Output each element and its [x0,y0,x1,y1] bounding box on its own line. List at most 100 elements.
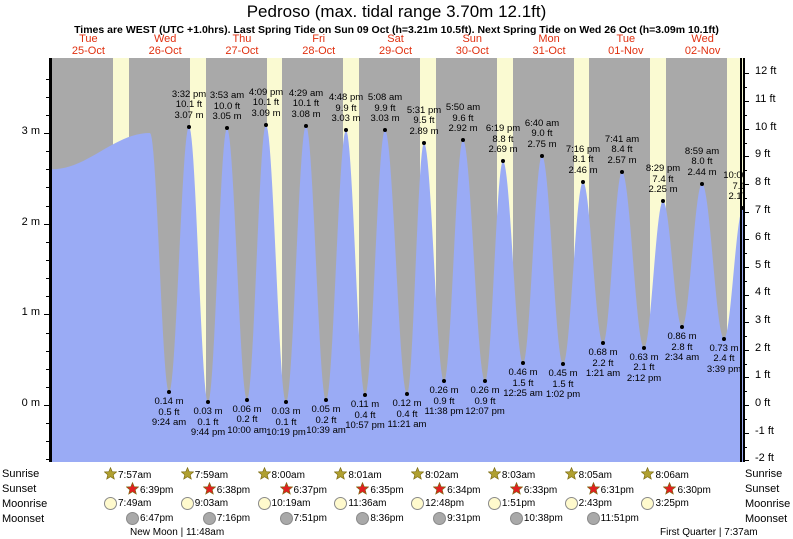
moonset-circle-icon [586,512,600,525]
tide-height-m: 0.12 m [392,398,422,410]
low-tide-dot [442,379,446,384]
moon-phase-time: 7:37am [724,527,758,538]
tide-height-m: 0.86 m [667,331,697,343]
tide-time: 7:16 pm [565,143,601,155]
tide-time: 12:07 pm [465,406,505,418]
tide-time: 3:53 am [209,90,245,102]
tide-height-ft: 0.4 ft [396,408,418,420]
high-tide-dot [700,181,704,186]
y-tick-right-0.5 [743,391,747,393]
moonrise-circle-icon [487,497,501,510]
sunrise-star-icon [564,466,579,483]
event-time: 7:16pm [216,513,251,524]
event-time: 8:02am [425,469,459,481]
row-label-sunset-l: Sunset [2,483,37,495]
sunset-event-1: 6:39pm [125,481,174,498]
day-header-8: Tue 01-Nov [588,33,664,57]
moonrise-event-6: 1:51pm [487,497,535,510]
day-header-5: Sat 29-Oct [358,33,434,57]
day-of-week: Tue [616,33,636,45]
sunset-star-icon [355,481,370,498]
tide-time: 10:00 am [227,424,267,436]
y-tick-left-3.6 [46,78,50,80]
sunset-event-8: 6:30pm [663,481,711,498]
tide-height-ft: 0.9 ft [474,395,496,407]
high-tide-dot [225,126,229,131]
tide-height-m: 0.03 m [193,406,223,418]
tide-height-m: 0.45 m [548,368,578,380]
tide-time: 6:19 pm [485,123,521,135]
y-tick-left-0.4 [46,368,50,370]
sunset-event-5: 6:34pm [432,481,481,498]
low-tide-label: 0.12 m 0.4 ft 11:21 am [388,399,427,431]
y-axis-label-right-11: 11 ft [755,93,776,105]
low-tide-dot [284,400,288,405]
tide-height-m: 3.05 m [212,111,242,123]
moonrise-event-4: 11:36am [334,497,387,510]
tide-height-m: 0.11 m [350,399,380,411]
moonrise-event-1: 7:49am [104,497,151,510]
day-date: 02-Nov [684,45,721,57]
low-tide-dot [561,362,565,367]
tide-height-m: 2.57 m [607,154,637,166]
moon-phase-time: 11:48am [185,527,225,538]
day-date: 30-Oct [455,45,489,57]
tide-height-ft: 0.5 ft [158,406,180,418]
low-tide-label: 0.63 m 2.1 ft 2:12 pm [626,352,662,385]
low-tide-dot [363,393,367,398]
event-time: 9:31pm [447,513,481,524]
moonset-event-1: 6:47pm [126,512,173,525]
tide-time: 6:40 am [524,117,560,129]
sunset-star-icon [432,481,447,498]
event-time: 6:34pm [447,484,481,496]
y-tick-right-4 [743,294,749,296]
y-tick-right-1 [743,377,749,379]
event-time: 6:30pm [677,484,711,496]
event-time: 6:39pm [140,484,174,496]
moonrise-circle-icon [411,497,425,510]
y-tick-left-1.2 [46,296,50,298]
high-tide-label: 4:09 pm 10.1 ft 3.09 m [249,87,283,120]
tide-height-ft: 8.0 ft [691,156,713,168]
tide-height-ft: 10.1 ft [175,99,203,111]
tide-height-ft: 9.9 ft [374,102,396,114]
tide-height-m: 2.46 m [568,164,598,176]
day-of-week: Mon [538,33,560,45]
high-tide-label: 7:41 am 8.4 ft 2.57 m [605,134,639,167]
low-tide-label: 0.06 m 0.2 ft 10:00 am [227,404,267,437]
sunrise-event-1: 7:57am [103,466,151,483]
tide-time: 8:29 pm [645,163,681,174]
sunrise-event-5: 8:02am [410,466,459,483]
tide-height-ft: 0.2 ft [315,414,337,426]
sunrise-star-icon [487,466,502,483]
low-tide-label: 0.11 m 0.4 ft 10:57 pm [345,400,385,432]
high-tide-label: 3:53 am 10.0 ft 3.05 m [210,91,244,123]
low-tide-label: 0.03 m 0.1 ft 10:19 pm [266,407,306,439]
low-tide-dot [245,397,249,402]
tide-height-ft: 0.4 ft [354,409,376,421]
y-tick-left-2.8 [46,151,50,153]
tide-time: 2:12 pm [626,372,662,384]
sunset-star-icon [279,481,293,498]
high-tide-dot [620,169,624,174]
y-tick-left-1.8 [46,241,50,243]
tide-height-ft: 0.9 ft [433,395,455,407]
event-time: 12:48pm [425,498,465,509]
tide-time: 8:59 am [684,145,720,157]
day-header-9: Wed 02-Nov [665,33,741,57]
tide-height-m: 2.25 m [648,184,678,195]
y-tick-right-2 [743,349,749,351]
low-tide-dot [206,400,210,405]
high-tide-label: 6:40 am 9.0 ft 2.75 m [524,117,560,151]
y-tick-right-12 [743,73,749,75]
sunset-star-icon [509,481,524,498]
y-tick-right-5.5 [743,253,747,254]
y-axis-label-right-0: 0 ft [755,397,771,409]
low-tide-dot [722,336,726,341]
moonset-event-4: 8:36pm [356,512,404,525]
tide-height-ft: 8.8 ft [492,133,514,145]
high-tide-label: 10:00 pm7.1 ft2.17 m [723,171,743,203]
y-tick-right--2 [743,460,749,462]
tide-height-ft: 2.1 ft [633,362,655,374]
sunset-event-3: 6:37pm [279,481,327,498]
